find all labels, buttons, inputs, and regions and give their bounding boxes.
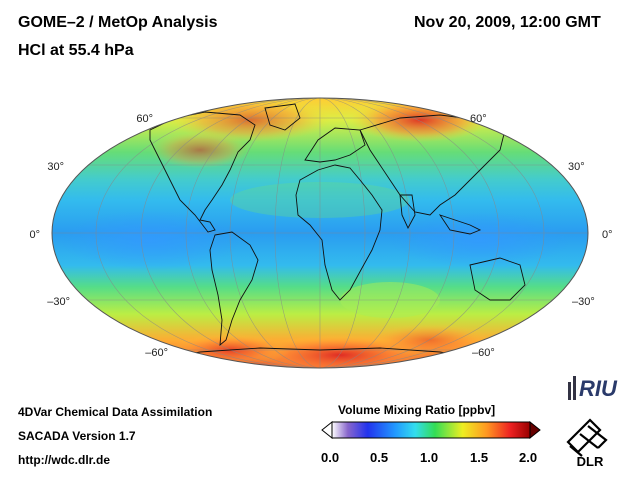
colorbar: [321, 420, 541, 440]
timestamp: Nov 20, 2009, 12:00 GMT: [414, 14, 601, 31]
lat-label-60n-left: 60°: [136, 113, 153, 125]
riu-logo-text: RIU: [579, 376, 618, 401]
lat-label-30s-left: –30°: [47, 296, 70, 308]
colorbar-tick: 2.0: [519, 450, 538, 465]
dlr-emblem-icon: [566, 418, 608, 457]
latitude-labels-right: 60° 30° 0° –30° –60°: [470, 113, 613, 359]
lat-label-60s-right: –60°: [472, 347, 495, 359]
latitude-labels-left: 60° 30° 0° –30° –60°: [29, 113, 168, 359]
colorbar-title: Volume Mixing Ratio [ppbv]: [338, 403, 496, 417]
riu-logo: RIU: [566, 372, 630, 407]
colorbar-gradient: [331, 421, 531, 439]
footer-method: 4DVar Chemical Data Assimilation: [18, 405, 213, 419]
dlr-logo-text: DLR: [577, 454, 604, 468]
lat-label-60s-left: –60°: [145, 347, 168, 359]
lat-label-0-left: 0°: [29, 229, 40, 241]
globe-outline: [51, 97, 589, 369]
lat-label-0-right: 0°: [602, 229, 613, 241]
colorbar-tick: 0.0: [321, 450, 340, 465]
footer-version: SACADA Version 1.7: [18, 429, 136, 443]
riu-bar-icon: [573, 376, 576, 400]
page-title: GOME–2 / MetOp Analysis: [18, 14, 218, 31]
riu-bar-icon: [568, 382, 571, 400]
footer-url[interactable]: http://wdc.dlr.de: [18, 453, 110, 467]
colorbar-min-arrow: [321, 420, 333, 440]
colorbar-max-arrow: [529, 420, 541, 440]
lat-label-30n-left: 30°: [47, 161, 64, 173]
colorbar-tick: 1.0: [420, 450, 439, 465]
page-subtitle: HCl at 55.4 hPa: [18, 42, 134, 59]
colorbar-tick: 1.5: [470, 450, 489, 465]
lat-label-30s-right: –30°: [572, 296, 595, 308]
lat-label-30n-right: 30°: [568, 161, 585, 173]
dlr-logo: DLR: [560, 412, 620, 473]
lat-label-60n-right: 60°: [470, 113, 487, 125]
colorbar-tick: 0.5: [370, 450, 389, 465]
